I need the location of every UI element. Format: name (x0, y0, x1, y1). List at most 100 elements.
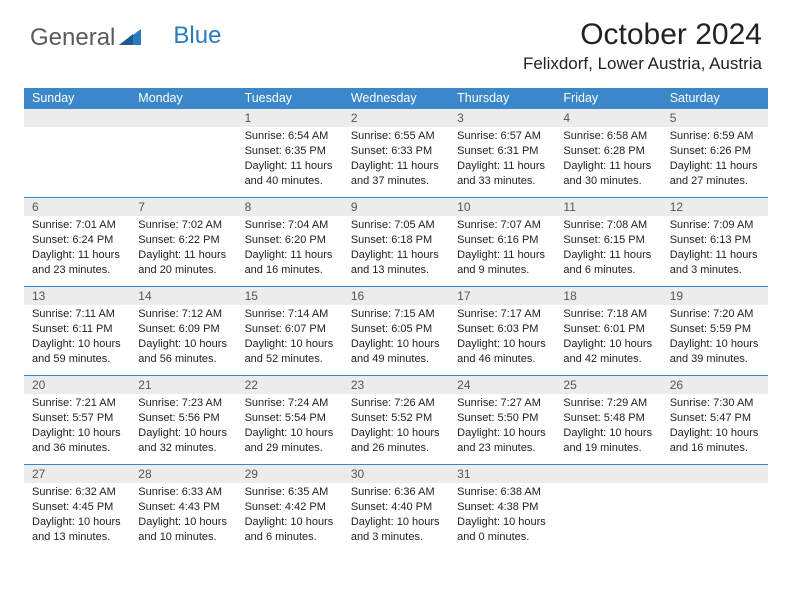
cell-line: and 49 minutes. (351, 352, 443, 367)
cell-line: Sunrise: 7:09 AM (670, 218, 762, 233)
calendar-cell: 26Sunrise: 7:30 AMSunset: 5:47 PMDayligh… (662, 376, 768, 464)
cell-body: Sunrise: 7:02 AMSunset: 6:22 PMDaylight:… (130, 216, 236, 281)
cell-line: Sunrise: 7:29 AM (563, 396, 655, 411)
cell-line: Sunset: 6:33 PM (351, 144, 443, 159)
day-number: 3 (449, 109, 555, 127)
cell-line: Daylight: 11 hours (351, 159, 443, 174)
cell-line: Sunrise: 7:07 AM (457, 218, 549, 233)
cell-line: Sunset: 5:47 PM (670, 411, 762, 426)
cell-line: Sunset: 6:28 PM (563, 144, 655, 159)
cell-line: Sunset: 6:26 PM (670, 144, 762, 159)
calendar-week: 1Sunrise: 6:54 AMSunset: 6:35 PMDaylight… (24, 109, 768, 198)
cell-line: Daylight: 10 hours (32, 515, 124, 530)
cell-line: Daylight: 10 hours (351, 426, 443, 441)
calendar-cell: 12Sunrise: 7:09 AMSunset: 6:13 PMDayligh… (662, 198, 768, 286)
header: General Blue October 2024 Felixdorf, Low… (0, 0, 792, 80)
cell-line: Sunrise: 7:04 AM (245, 218, 337, 233)
cell-line: and 3 minutes. (670, 263, 762, 278)
cell-line: Daylight: 10 hours (351, 337, 443, 352)
cell-line: Daylight: 10 hours (245, 337, 337, 352)
cell-line: Sunrise: 7:21 AM (32, 396, 124, 411)
day-number: 5 (662, 109, 768, 127)
cell-line: Daylight: 10 hours (457, 426, 549, 441)
calendar-cell: 24Sunrise: 7:27 AMSunset: 5:50 PMDayligh… (449, 376, 555, 464)
cell-line: Daylight: 11 hours (563, 248, 655, 263)
cell-line: and 13 minutes. (351, 263, 443, 278)
cell-line: Sunset: 4:42 PM (245, 500, 337, 515)
cell-line: Sunrise: 7:23 AM (138, 396, 230, 411)
cell-line: and 10 minutes. (138, 530, 230, 545)
cell-body: Sunrise: 6:57 AMSunset: 6:31 PMDaylight:… (449, 127, 555, 192)
title-block: October 2024 Felixdorf, Lower Austria, A… (523, 18, 762, 74)
day-number: 7 (130, 198, 236, 216)
day-number: 27 (24, 465, 130, 483)
cell-line: and 27 minutes. (670, 174, 762, 189)
cell-line: Sunset: 5:54 PM (245, 411, 337, 426)
day-number: 25 (555, 376, 661, 394)
cell-line: Sunset: 6:03 PM (457, 322, 549, 337)
cell-line: Sunrise: 7:30 AM (670, 396, 762, 411)
cell-body: Sunrise: 6:36 AMSunset: 4:40 PMDaylight:… (343, 483, 449, 548)
cell-line: Sunrise: 6:58 AM (563, 129, 655, 144)
day-number (555, 465, 661, 483)
cell-line: and 0 minutes. (457, 530, 549, 545)
day-number: 9 (343, 198, 449, 216)
cell-line: Daylight: 11 hours (245, 159, 337, 174)
cell-line: Sunrise: 7:02 AM (138, 218, 230, 233)
day-number: 4 (555, 109, 661, 127)
day-number: 1 (237, 109, 343, 127)
calendar-cell: 27Sunrise: 6:32 AMSunset: 4:45 PMDayligh… (24, 465, 130, 553)
calendar-cell (555, 465, 661, 553)
cell-body: Sunrise: 7:09 AMSunset: 6:13 PMDaylight:… (662, 216, 768, 281)
day-number: 8 (237, 198, 343, 216)
calendar-cell: 13Sunrise: 7:11 AMSunset: 6:11 PMDayligh… (24, 287, 130, 375)
cell-line: and 16 minutes. (670, 441, 762, 456)
cell-line: Sunrise: 7:17 AM (457, 307, 549, 322)
day-number: 20 (24, 376, 130, 394)
cell-line: and 13 minutes. (32, 530, 124, 545)
logo-text-general: General (30, 24, 115, 52)
calendar-cell: 9Sunrise: 7:05 AMSunset: 6:18 PMDaylight… (343, 198, 449, 286)
dayname: Thursday (449, 88, 555, 109)
cell-line: Daylight: 10 hours (563, 337, 655, 352)
cell-line: Daylight: 10 hours (32, 337, 124, 352)
cell-body: Sunrise: 6:33 AMSunset: 4:43 PMDaylight:… (130, 483, 236, 548)
weeks-container: 1Sunrise: 6:54 AMSunset: 6:35 PMDaylight… (24, 109, 768, 553)
calendar-cell (130, 109, 236, 197)
cell-body: Sunrise: 7:29 AMSunset: 5:48 PMDaylight:… (555, 394, 661, 459)
cell-line: Sunset: 5:59 PM (670, 322, 762, 337)
cell-line: Sunrise: 6:38 AM (457, 485, 549, 500)
day-number (130, 109, 236, 127)
day-number: 17 (449, 287, 555, 305)
calendar-cell: 29Sunrise: 6:35 AMSunset: 4:42 PMDayligh… (237, 465, 343, 553)
cell-line: Sunset: 6:16 PM (457, 233, 549, 248)
cell-body: Sunrise: 7:23 AMSunset: 5:56 PMDaylight:… (130, 394, 236, 459)
cell-body: Sunrise: 7:07 AMSunset: 6:16 PMDaylight:… (449, 216, 555, 281)
cell-line: Daylight: 10 hours (351, 515, 443, 530)
calendar-cell: 28Sunrise: 6:33 AMSunset: 4:43 PMDayligh… (130, 465, 236, 553)
cell-body: Sunrise: 7:30 AMSunset: 5:47 PMDaylight:… (662, 394, 768, 459)
cell-line: Sunrise: 6:55 AM (351, 129, 443, 144)
cell-line: Sunrise: 6:59 AM (670, 129, 762, 144)
cell-line: Sunset: 5:52 PM (351, 411, 443, 426)
calendar-cell: 1Sunrise: 6:54 AMSunset: 6:35 PMDaylight… (237, 109, 343, 197)
calendar-cell (24, 109, 130, 197)
cell-line: and 37 minutes. (351, 174, 443, 189)
cell-line: Sunrise: 6:35 AM (245, 485, 337, 500)
day-number: 28 (130, 465, 236, 483)
cell-line: Daylight: 10 hours (670, 426, 762, 441)
calendar-cell: 2Sunrise: 6:55 AMSunset: 6:33 PMDaylight… (343, 109, 449, 197)
cell-line: and 16 minutes. (245, 263, 337, 278)
cell-line: Daylight: 11 hours (670, 248, 762, 263)
cell-line: Sunset: 4:45 PM (32, 500, 124, 515)
cell-line: and 19 minutes. (563, 441, 655, 456)
day-number: 23 (343, 376, 449, 394)
cell-body: Sunrise: 7:05 AMSunset: 6:18 PMDaylight:… (343, 216, 449, 281)
cell-line: Daylight: 10 hours (138, 337, 230, 352)
cell-line: Sunrise: 7:05 AM (351, 218, 443, 233)
cell-line: and 23 minutes. (457, 441, 549, 456)
cell-line: Sunrise: 7:18 AM (563, 307, 655, 322)
cell-line: Daylight: 11 hours (457, 159, 549, 174)
cell-line: Sunrise: 6:33 AM (138, 485, 230, 500)
dayname: Wednesday (343, 88, 449, 109)
